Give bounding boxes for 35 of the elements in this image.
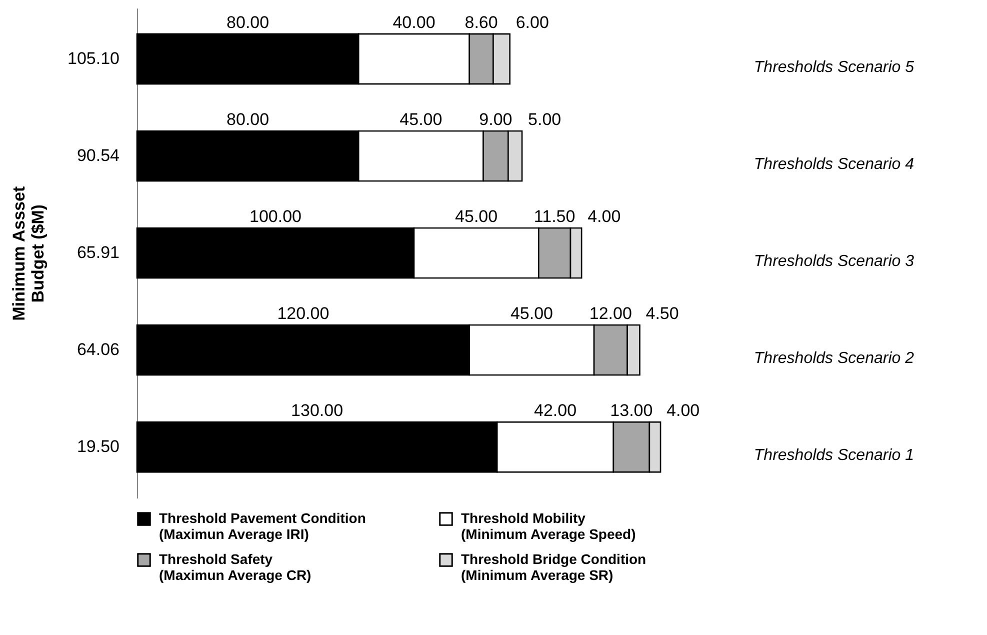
text: Thresholds Scenario 4 xyxy=(754,156,914,173)
y-tick-label: 65.91 xyxy=(76,243,120,262)
text: Thresholds Scenario 1 xyxy=(754,447,914,464)
data-label: 80.00 xyxy=(226,12,270,32)
text: Thresholds Scenario 2 xyxy=(754,350,914,368)
data-label: 11.50 xyxy=(534,207,576,226)
data-label: 4.50 xyxy=(646,304,679,324)
data-label: 80.00 xyxy=(226,110,270,129)
data-label: 130.00 xyxy=(291,401,344,420)
data-label: 6.00 xyxy=(516,12,549,32)
text: Thresholds Scenario 3 xyxy=(754,253,914,270)
y-tick-label: 105.10 xyxy=(68,48,120,68)
legend-label: Threshold Safety (Maximun Average CR) xyxy=(159,551,312,583)
data-label: 45.00 xyxy=(400,110,442,129)
y-tick-label: 19.50 xyxy=(76,437,120,456)
data-label: 12.00 xyxy=(589,304,632,324)
data-label: 13.00 xyxy=(610,401,653,420)
data-label: 100.00 xyxy=(250,207,302,226)
data-label: 9.00 xyxy=(479,110,512,129)
data-label: 45.00 xyxy=(455,207,498,226)
data-label: 5.00 xyxy=(528,110,562,129)
y-tick-label: 64.06 xyxy=(76,340,120,360)
data-label: 42.00 xyxy=(534,401,577,420)
y-tick-label: 90.54 xyxy=(76,146,120,165)
text: Thresholds Scenario 5 xyxy=(754,58,914,76)
y-axis-title: Minimum Assset Budget ($M) xyxy=(10,186,48,321)
data-label: 8.60 xyxy=(464,12,498,32)
legend-label: Threshold Bridge Condition (Minimum Average SR) xyxy=(461,551,646,583)
data-label: 4.00 xyxy=(588,207,621,226)
legend-label: Threshold Mobility (Minimum Average Speed) xyxy=(461,510,636,542)
data-label: 40.00 xyxy=(392,12,436,32)
data-label: 4.00 xyxy=(666,401,700,420)
legend-label: Threshold Pavement Condition (Maximun Average IRI) xyxy=(159,510,366,542)
data-label: 45.00 xyxy=(510,304,553,324)
data-label: 120.00 xyxy=(277,304,330,324)
